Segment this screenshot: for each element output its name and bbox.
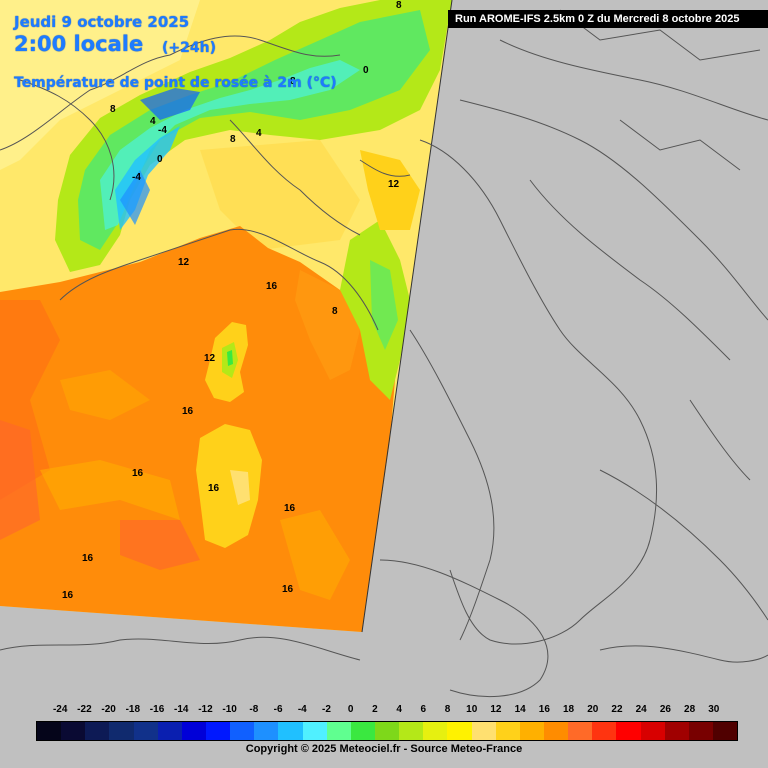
contour-label: 16 (284, 503, 296, 514)
legend-tick-label: -6 (273, 704, 283, 715)
legend-swatch (326, 722, 351, 740)
forecast-date: Jeudi 9 octobre 2025 (14, 13, 190, 31)
legend-tick-label: 6 (420, 704, 427, 715)
contour-labels: 8 0 8 4 -4 0 -4 8 4 12 12 16 8 12 16 16 … (62, 0, 402, 601)
contour-label: 12 (388, 179, 400, 190)
legend-swatch (447, 722, 472, 740)
legend-tick-label: 26 (659, 704, 671, 715)
legend-tick-label: -8 (249, 704, 259, 715)
contour-label: 16 (132, 468, 144, 479)
legend-tick-label: 16 (538, 704, 550, 715)
legend-tick-label: -10 (222, 704, 237, 715)
legend-tick-label: -18 (125, 704, 141, 715)
legend-swatch (592, 722, 617, 740)
forecast-offset: (+24h) (162, 40, 216, 56)
dewpoint-field (0, 0, 452, 632)
contour-label: 8 (290, 76, 296, 87)
legend-swatch (61, 722, 86, 740)
legend-swatch (712, 722, 738, 740)
legend-swatch (471, 722, 496, 740)
contour-label: 16 (266, 281, 278, 292)
legend-tick-label: 28 (684, 704, 696, 715)
contour-label: 4 (256, 128, 262, 139)
contour-label: 4 (150, 116, 156, 127)
legend-tick-label: -12 (198, 704, 213, 715)
legend-tick-label: -24 (52, 704, 68, 715)
contour-label: 16 (182, 406, 194, 417)
contour-label: 8 (110, 104, 116, 115)
contour-label: 8 (396, 0, 402, 11)
legend-swatch (399, 722, 424, 740)
contour-label: 0 (157, 154, 163, 165)
parameter-title: Température de point de rosée à 2m (°C) (14, 75, 337, 91)
legend-tick-label: 18 (562, 704, 575, 715)
legend-swatch (278, 722, 303, 740)
legend-tick-label: 2 (372, 704, 378, 715)
legend-swatch (495, 722, 520, 740)
legend-swatch (205, 722, 231, 740)
legend-swatch (230, 722, 255, 740)
legend-swatch (85, 722, 110, 740)
contour-label: 8 (332, 306, 338, 317)
legend-swatch (519, 722, 544, 740)
contour-label: 12 (178, 257, 190, 268)
run-banner: Run AROME-IFS 2.5km 0 Z du Mercredi 8 oc… (448, 10, 768, 28)
legend-tick-label: -2 (322, 704, 331, 715)
legend-swatch (350, 722, 375, 740)
contour-label: 16 (282, 584, 294, 595)
legend-tick-label: 30 (708, 704, 720, 715)
copyright-text: Copyright © 2025 Meteociel.fr - Source M… (245, 743, 523, 755)
legend-tick-label: 12 (490, 704, 502, 715)
legend-tick-label: -22 (77, 704, 92, 715)
legend-tick-label: 10 (466, 704, 478, 715)
legend-swatch (254, 722, 279, 740)
contour-label: 8 (230, 134, 236, 145)
legend-swatch (568, 722, 593, 740)
legend-swatch (181, 722, 206, 740)
contour-label: -4 (132, 172, 141, 183)
legend-tick-label: 4 (396, 704, 402, 715)
legend-swatch (688, 722, 713, 740)
legend-swatch (664, 722, 689, 740)
contour-label: -4 (158, 125, 167, 136)
legend-swatch (157, 722, 182, 740)
legend-tick-label: -4 (297, 704, 307, 715)
legend-tick-labels: -24 -22 -20 -18 -16 -14 -12 -10 -8 -6 -4 -2 0 2 4 6 8 10 1… (24, 704, 752, 720)
legend-tick-label: -16 (149, 704, 165, 715)
legend-tick-label: 0 (347, 704, 354, 715)
contour-label: 16 (82, 553, 94, 564)
color-scale-legend (36, 721, 738, 741)
legend-swatch (302, 722, 327, 740)
forecast-time: 2:00 locale (14, 32, 144, 56)
legend-tick-label: 24 (635, 704, 647, 715)
contour-label: 16 (62, 590, 74, 601)
legend-tick-label: 14 (514, 704, 526, 715)
legend-tick-label: -14 (174, 704, 189, 715)
legend-tick-label: 20 (587, 704, 599, 715)
legend-tick-label: 22 (611, 704, 623, 715)
contour-label: 12 (204, 353, 216, 364)
legend-swatch (423, 722, 448, 740)
legend-tick-label: -20 (101, 704, 116, 715)
legend-swatch (133, 722, 158, 740)
legend-swatch (640, 722, 665, 740)
legend-swatch (37, 722, 62, 740)
country-borders (0, 0, 768, 698)
contour-label: 16 (208, 483, 220, 494)
legend-swatch (616, 722, 641, 740)
legend-tick-label: 8 (444, 704, 451, 715)
legend-swatch (109, 722, 134, 740)
contour-label: 0 (363, 65, 369, 76)
legend-swatch (374, 722, 400, 740)
legend-swatch (543, 722, 569, 740)
